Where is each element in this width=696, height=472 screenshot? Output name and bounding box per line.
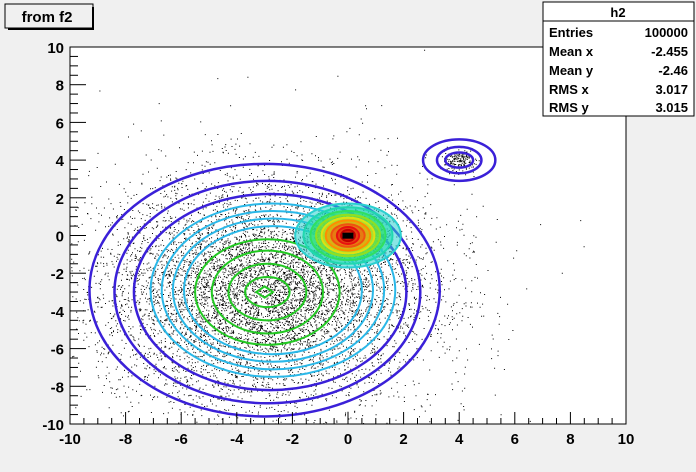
contour-line — [113, 179, 422, 405]
x-tick-label: -4 — [230, 431, 244, 448]
x-tick-label: -8 — [119, 431, 132, 448]
y-tick-label: -4 — [51, 304, 65, 321]
contour-line — [435, 145, 483, 175]
axes: -10 -8 -6 -4 -2 0 2 4 6 8 10 -10 -8 -6 -4 -2 0 2 4 6 8 10 — [42, 40, 634, 448]
x-tick-label: 2 — [399, 431, 407, 448]
stats-label: Mean x — [549, 44, 594, 59]
stats-name: h2 — [610, 5, 625, 20]
contour-line — [132, 192, 408, 392]
stats-value: 100000 — [645, 25, 688, 40]
y-tick-label: 0 — [56, 229, 64, 246]
y-tick-label: 6 — [56, 115, 64, 132]
plot-title: from f2 — [22, 9, 73, 26]
y-tick-label: -6 — [51, 342, 64, 359]
contour-line — [444, 151, 475, 169]
contour-line — [171, 217, 375, 363]
x-tick-label: 6 — [511, 431, 519, 448]
x-tick-label: 4 — [455, 431, 464, 448]
y-tick-label: 2 — [56, 191, 64, 208]
contour-line — [194, 238, 341, 346]
stats-label: Entries — [549, 25, 593, 40]
stats-value: -2.46 — [658, 63, 688, 78]
contour-line — [160, 209, 386, 371]
x-tick-label: -6 — [175, 431, 188, 448]
stats-label: RMS y — [549, 100, 590, 115]
stats-label: RMS x — [549, 82, 590, 97]
title-box[interactable]: from f2 — [4, 3, 94, 30]
x-tick-label: 0 — [344, 431, 352, 448]
contour-lines — [88, 138, 497, 418]
contour-line — [149, 202, 397, 378]
contour-line — [244, 275, 291, 309]
stats-label: Mean y — [549, 63, 594, 78]
stats-value: -2.455 — [651, 44, 688, 59]
x-tick-label: -10 — [59, 431, 81, 448]
y-tick-label: 8 — [56, 78, 64, 95]
stats-value: 3.015 — [655, 100, 688, 115]
contour-line — [421, 138, 497, 183]
y-tick-label: 4 — [56, 153, 65, 170]
y-tick-label: 10 — [47, 40, 64, 57]
y-tick-label: -8 — [51, 379, 64, 396]
stats-box[interactable]: h2 Entries 100000 Mean x -2.455 Mean y -… — [542, 1, 695, 117]
contour-line — [227, 262, 308, 322]
contour-line — [182, 225, 363, 356]
x-tick-label: 8 — [566, 431, 574, 448]
contour-line — [254, 285, 275, 299]
contour-line — [210, 249, 324, 335]
contour-line — [88, 162, 441, 418]
y-tick-label: -10 — [42, 417, 64, 434]
x-tick-label: -2 — [286, 431, 299, 448]
y-tick-label: -2 — [51, 266, 64, 283]
x-tick-label: 10 — [618, 431, 635, 448]
stats-value: 3.017 — [655, 82, 688, 97]
peak-center — [342, 232, 354, 239]
